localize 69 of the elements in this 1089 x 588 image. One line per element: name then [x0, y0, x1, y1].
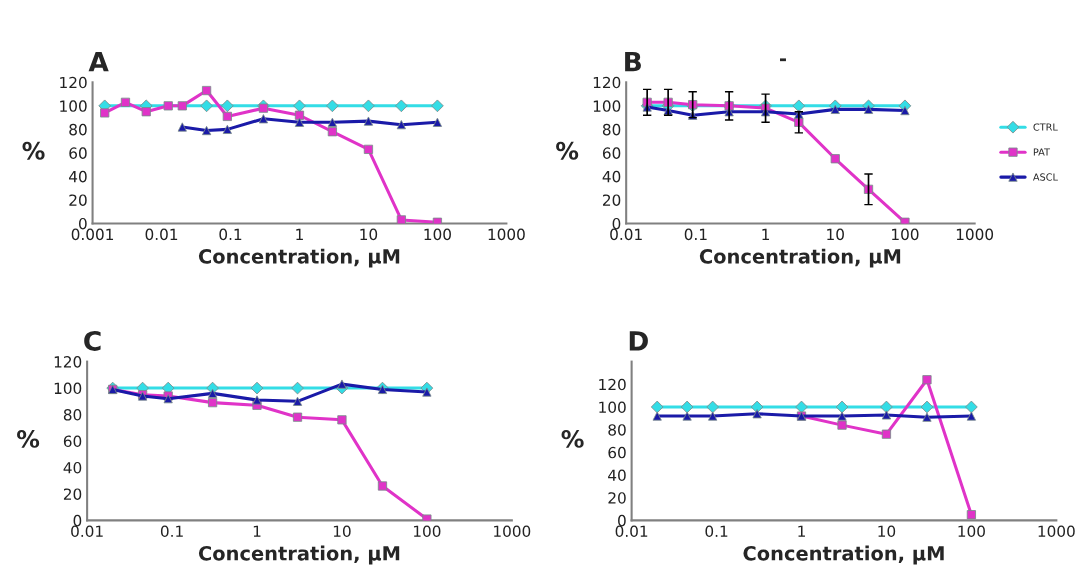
y-tick-label: 40 [608, 469, 626, 482]
y-tick-label: 120 [60, 76, 87, 89]
x-tick-label: 1000 [494, 525, 531, 538]
y-tick-label: 80 [602, 123, 621, 136]
y-tick-label: 0 [612, 217, 621, 230]
x-tick-label: 100 [892, 228, 919, 241]
x-tick-label: 100 [958, 525, 985, 538]
y-tick-label: 120 [599, 378, 626, 391]
y-tick-label: 80 [608, 424, 626, 436]
y-tick-label: 20 [63, 488, 82, 500]
chart-title: C [84, 330, 101, 351]
x-tick-label: 0.01 [71, 525, 103, 538]
legend-label: PAT [1033, 148, 1051, 156]
x-tick-label: 100 [424, 228, 451, 241]
y-tick-label: 120 [54, 356, 82, 368]
text: - [780, 58, 786, 62]
y-tick-label: 0 [78, 217, 87, 230]
x-tick-label: 0.1 [160, 525, 183, 538]
x-tick-label: 0.01 [610, 228, 642, 241]
x-tick-label: 1 [762, 228, 770, 240]
chart-title: A [88, 51, 109, 72]
y-tick-label: 20 [608, 492, 626, 504]
y-axis-title: % [22, 141, 45, 160]
x-axis-title: Concentration, µM [699, 248, 901, 268]
y-tick-label: 80 [63, 409, 82, 421]
x-tick-label: 10 [827, 228, 844, 241]
y-tick-label: 100 [54, 382, 82, 395]
x-axis-title: Concentration, µM [198, 248, 400, 268]
y-axis-title: % [17, 429, 40, 448]
y-tick-label: 100 [599, 401, 626, 413]
chart-title: B [625, 51, 641, 72]
y-tick-label: 100 [593, 100, 621, 112]
x-tick-label: 0.01 [615, 525, 648, 538]
y-axis-title: % [561, 429, 584, 448]
y-tick-label: 80 [69, 123, 87, 136]
y-tick-label: 60 [602, 147, 621, 159]
x-tick-label: 0.1 [684, 228, 707, 241]
x-tick-label: 1 [296, 228, 303, 240]
x-tick-label: 10 [360, 228, 378, 241]
x-tick-label: 1 [253, 525, 261, 537]
x-tick-label: 0.01 [145, 228, 178, 241]
x-tick-label: 0.1 [219, 228, 242, 241]
x-axis-title: Concentration, µM [743, 545, 944, 565]
x-tick-label: 1000 [488, 228, 525, 241]
x-tick-label: 1 [798, 525, 805, 537]
x-tick-label: 100 [413, 525, 441, 538]
legend-label: CTRL [1033, 123, 1058, 131]
y-tick-label: 40 [69, 170, 87, 183]
x-tick-label: 10 [333, 525, 351, 538]
y-axis-title: % [556, 141, 579, 160]
x-tick-label: 0.001 [71, 228, 114, 241]
chart-title: D [629, 331, 648, 351]
y-tick-label: 20 [69, 194, 87, 206]
x-tick-label: 1000 [1038, 525, 1075, 538]
y-tick-label: 40 [63, 461, 82, 474]
x-axis-title: Concentration, µM [198, 545, 400, 565]
y-tick-label: 100 [60, 100, 87, 112]
x-tick-label: 0.1 [705, 525, 728, 538]
y-tick-label: 40 [602, 170, 621, 183]
x-tick-label: 1000 [956, 228, 994, 241]
x-tick-label: 10 [878, 525, 896, 538]
y-tick-label: 60 [608, 446, 626, 459]
y-tick-label: 60 [63, 435, 82, 448]
y-tick-label: 60 [69, 147, 87, 159]
legend-label: ASCL [1032, 173, 1058, 181]
y-tick-label: 0 [618, 514, 626, 527]
y-tick-label: 120 [593, 76, 621, 89]
y-tick-label: 20 [602, 194, 621, 206]
y-tick-label: 0 [73, 514, 82, 527]
